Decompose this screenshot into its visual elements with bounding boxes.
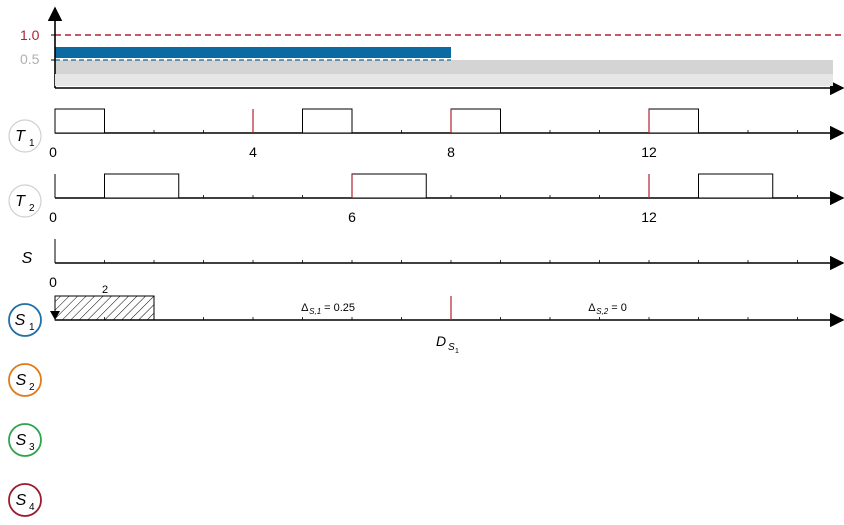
row-label-circle xyxy=(8,184,42,218)
legend-circle-subscript: 2 xyxy=(29,382,35,393)
utilization-label-1-0: 1.0 xyxy=(20,27,40,43)
server-legend: S 2S 3S 4 xyxy=(8,363,42,517)
delta-symbol: Δ xyxy=(301,302,309,314)
deadline-label-subsub: 1 xyxy=(455,348,459,355)
row-label-text: S xyxy=(22,250,33,267)
release-arrow xyxy=(50,311,60,320)
row-t2: 0 T 2 6 12 xyxy=(8,173,844,225)
deadline-label: D xyxy=(436,333,446,349)
hatched-job xyxy=(54,295,155,321)
job-box xyxy=(648,108,699,134)
row-label-circle xyxy=(8,303,42,337)
job-box xyxy=(698,173,774,199)
deadline-label-sub: S xyxy=(448,342,455,353)
delta-annotation: Δ S,2 = 0 xyxy=(588,302,627,316)
utilization-gray-band xyxy=(55,60,833,74)
delta-annotation: Δ S,1 = 0.25 xyxy=(301,302,355,316)
row-label-text: T xyxy=(15,128,26,145)
delta-value: = 0 xyxy=(611,302,627,314)
utilization-light-band xyxy=(55,74,833,86)
tick-label: 12 xyxy=(641,144,657,160)
origin-label: 0 xyxy=(49,144,57,160)
row-t1: 0 T 1 4 8 12 xyxy=(8,108,844,160)
row-label-circle xyxy=(8,119,42,153)
delta-value: = 0.25 xyxy=(324,302,355,314)
legend-circle xyxy=(8,483,42,517)
utilization-bar xyxy=(55,47,451,58)
row-label-subscript: 2 xyxy=(29,203,35,214)
delta-symbol: Δ xyxy=(588,302,596,314)
legend-circle-subscript: 4 xyxy=(29,502,35,513)
row-label-text: T xyxy=(15,193,26,210)
legend-circle xyxy=(8,423,42,457)
origin-label: 0 xyxy=(49,209,57,225)
job-box xyxy=(104,173,180,199)
legend-circle xyxy=(8,363,42,397)
legend-circle-text: S xyxy=(16,492,27,509)
tick-label: 4 xyxy=(249,144,257,160)
legend-circle-text: S xyxy=(16,432,27,449)
legend-circle-subscript: 3 xyxy=(29,442,35,453)
row-label-subscript: 1 xyxy=(29,322,35,333)
delta-subscript: S,2 xyxy=(596,307,609,316)
row-s: 0S xyxy=(22,239,844,290)
row-label-text: S xyxy=(15,312,26,329)
delta-subscript: S,1 xyxy=(309,307,321,316)
utilization-label-0-5: 0.5 xyxy=(20,51,40,67)
legend-circle-text: S xyxy=(16,372,27,389)
tick-label: 8 xyxy=(447,144,455,160)
hatched-job-label: 2 xyxy=(102,284,108,296)
tick-label: 12 xyxy=(641,209,657,225)
tick-label: 6 xyxy=(348,209,356,225)
row-s1: S 12D S 1Δ S,1 = 0.25 Δ S,2 = 0 xyxy=(8,284,844,355)
utilization-panel: 1.0 0.5 xyxy=(20,6,844,96)
origin-label: 0 xyxy=(49,274,57,290)
job-box xyxy=(351,173,427,199)
job-box xyxy=(302,108,353,134)
job-box xyxy=(54,108,105,134)
row-label-subscript: 1 xyxy=(29,138,35,149)
job-box xyxy=(450,108,501,134)
